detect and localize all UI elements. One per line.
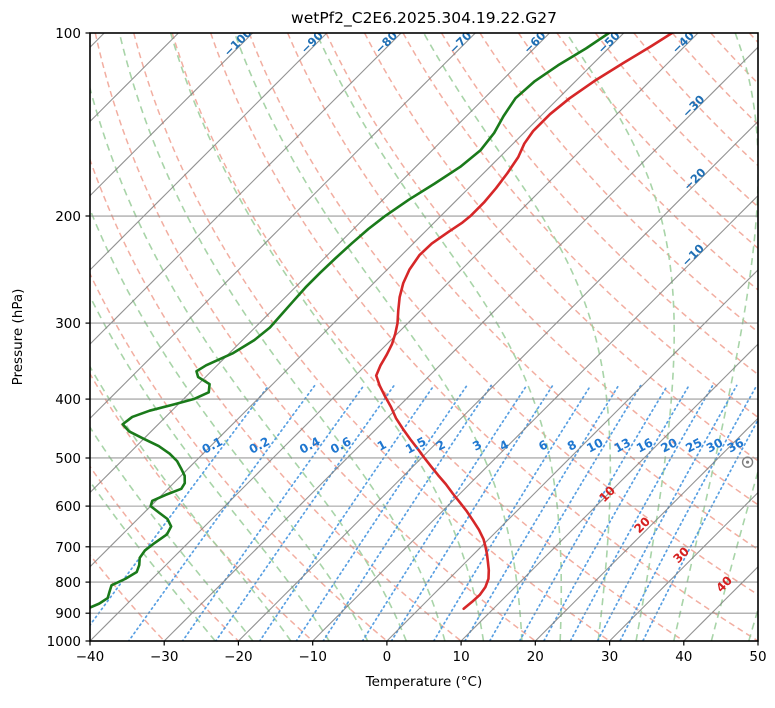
mixing-ratio-label: 20 xyxy=(658,435,679,455)
isotherm-line xyxy=(534,417,758,641)
lcl-marker-dot xyxy=(745,460,750,464)
moist-adiabat-line xyxy=(90,294,330,641)
dry-adiabat-line xyxy=(556,33,758,250)
dry-adiabat-lines xyxy=(90,33,758,641)
lcl-marker xyxy=(741,456,754,468)
mixing-ratio-label: 25 xyxy=(683,435,704,455)
mixing-ratio-line xyxy=(463,384,620,641)
mixing-ratio-line xyxy=(518,384,669,641)
dry-adiabat-line xyxy=(94,33,536,641)
x-tick-label: −10 xyxy=(298,649,327,665)
x-tick-label: 20 xyxy=(527,649,544,665)
isotherm-line xyxy=(386,269,758,641)
y-tick-label: 900 xyxy=(55,606,81,622)
x-tick-label: −30 xyxy=(150,649,179,665)
dry-adiabat-line xyxy=(133,33,610,641)
dry-adiabat-line xyxy=(440,33,758,376)
dry-adiabat-line xyxy=(90,465,239,641)
mixing-ratio-line xyxy=(258,384,435,641)
isotherm-line xyxy=(163,46,758,641)
y-tick-label: 700 xyxy=(55,540,81,556)
mixing-ratio-label: 13 xyxy=(612,435,633,455)
dewpoint-profile xyxy=(90,33,611,609)
mixing-ratio-label: 16 xyxy=(634,435,655,455)
moist-adiabat-line xyxy=(233,33,523,641)
mixing-ratio-line xyxy=(390,384,554,641)
isotherm-line xyxy=(90,33,328,271)
mixing-ratio-label: 36 xyxy=(725,435,746,455)
mixing-ratio-line xyxy=(361,384,528,641)
y-tick-label: 600 xyxy=(55,499,81,515)
x-tick-label: −40 xyxy=(76,649,105,665)
dry-adiabat-line xyxy=(479,33,758,333)
dry-adiabat-line xyxy=(402,33,758,419)
isotherm-line xyxy=(609,491,758,641)
moist-adiabat-line xyxy=(315,33,563,641)
mixing-ratio-line xyxy=(127,384,316,641)
dry-adiabat-line xyxy=(209,33,758,641)
mixing-ratio-line xyxy=(322,384,493,641)
mixing-ratio-line xyxy=(641,418,758,641)
y-axis-label: Pressure (hPa) xyxy=(10,289,26,386)
dry-adiabat-line xyxy=(325,33,758,506)
isotherm-line xyxy=(460,343,758,641)
dry-adiabat-line xyxy=(286,33,758,551)
moist-adiabat-line xyxy=(118,33,446,641)
dry-adiabat-line xyxy=(90,272,388,641)
isotherm-line xyxy=(238,120,758,641)
y-tick-label: 200 xyxy=(55,209,81,225)
dry-adiabat-line xyxy=(248,33,758,596)
mixing-ratio-line xyxy=(181,384,365,641)
mixing-ratio-line xyxy=(214,384,395,641)
moist-adiabat-line xyxy=(90,425,254,641)
moist-adiabat-line xyxy=(90,207,369,641)
y-tick-label: 300 xyxy=(55,316,81,332)
mixing-ratio-label: 10 xyxy=(584,435,605,455)
isotherm-line xyxy=(90,33,550,494)
moist-adiabat-line xyxy=(565,33,675,641)
x-axis-label: Temperature (°C) xyxy=(365,674,483,690)
plot-background xyxy=(90,33,758,641)
lcl-marker-group xyxy=(741,456,754,468)
y-tick-label: 400 xyxy=(55,392,81,408)
isotherm-lines xyxy=(90,33,758,641)
y-tick-label: 1000 xyxy=(47,634,81,650)
isotherm-line xyxy=(90,33,402,345)
x-tick-label: 10 xyxy=(453,649,470,665)
x-tick-label: 40 xyxy=(675,649,692,665)
mixing-ratio-line xyxy=(596,384,738,641)
dry-adiabat-line xyxy=(594,33,758,208)
x-tick-label: 0 xyxy=(383,649,392,665)
x-tick-label: −20 xyxy=(224,649,253,665)
isotherm-line xyxy=(312,194,758,641)
mixing-ratio-label: 30 xyxy=(704,435,725,455)
moist-adiabat-line xyxy=(673,33,758,641)
temperature-profile-line xyxy=(374,33,674,611)
isotherm-line xyxy=(90,33,625,568)
mixing-ratio-line xyxy=(569,384,714,641)
isotherm-label-group: −100 −90 −80 −70 −60 −50 −40−30−20−10 xyxy=(221,33,709,269)
mixing-ratio-line xyxy=(619,384,758,641)
y-axis-ticks: 100 200 300 400 500 600 700 800 900 1000 xyxy=(47,26,90,650)
isotherm-line xyxy=(90,33,254,197)
moist-adiabat-line xyxy=(90,365,292,641)
moist-adiabat-line xyxy=(90,85,408,641)
x-axis-ticks: −40 −30 −20 −10 0 10 20 30 40 50 xyxy=(76,641,767,665)
mixing-ratio-line xyxy=(432,384,592,641)
x-tick-label: 50 xyxy=(749,649,766,665)
y-tick-label: 500 xyxy=(55,451,81,467)
y-tick-label: 800 xyxy=(55,575,81,591)
y-tick-label: 100 xyxy=(55,26,81,42)
mixing-ratio-line xyxy=(488,384,642,641)
moist-adiabat-line xyxy=(169,33,485,641)
plot-frame xyxy=(89,32,759,642)
page-title: wetPf2_C2E6.2025.304.19.22.G27 xyxy=(291,9,557,28)
isotherm-line xyxy=(90,33,476,420)
dewpoint-profile-line xyxy=(90,33,611,609)
x-tick-label: 30 xyxy=(601,649,618,665)
dry-adiabat-line xyxy=(90,157,462,641)
temperature-profile xyxy=(374,33,674,611)
